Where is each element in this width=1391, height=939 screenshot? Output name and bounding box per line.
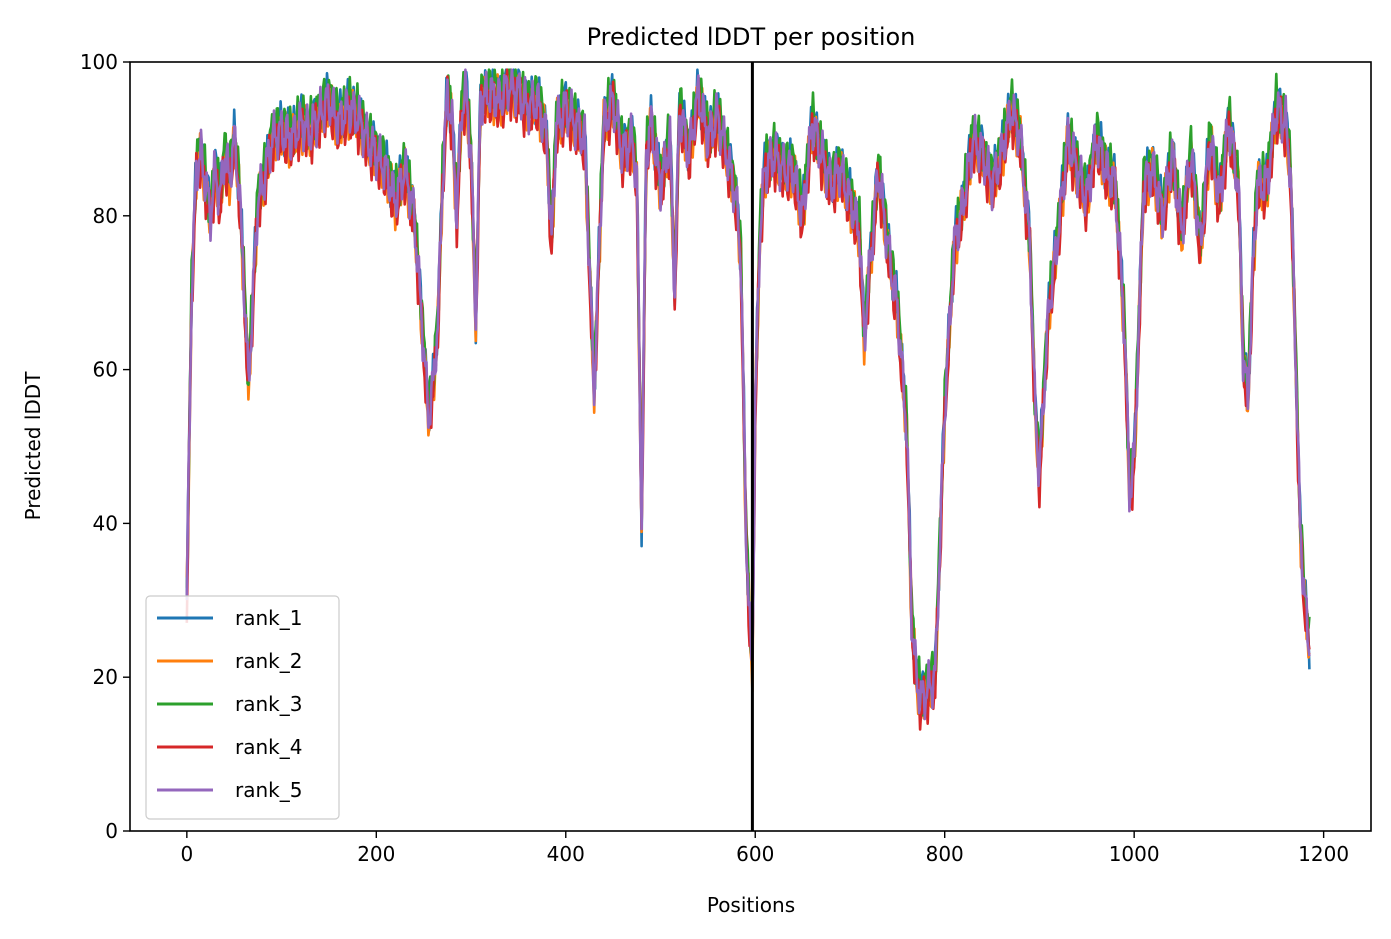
x-axis-title: Positions: [707, 893, 795, 917]
x-axis-ticks: 0 200 400 600 800 1000 1200: [180, 831, 1349, 866]
x-tick-label: 0: [180, 842, 193, 866]
x-tick-label: 200: [357, 842, 395, 866]
y-axis-title: Predicted lDDT: [21, 371, 45, 521]
y-tick-label: 60: [93, 358, 118, 382]
x-tick-label: 600: [736, 842, 774, 866]
series-line-rank_5: [185, 68, 1311, 721]
series-lines: [185, 68, 1311, 731]
y-tick-label: 80: [93, 204, 118, 228]
x-tick-label: 400: [547, 842, 585, 866]
legend-label: rank_2: [235, 649, 302, 673]
legend-label: rank_4: [235, 735, 302, 759]
y-tick-label: 40: [93, 511, 118, 535]
legend: rank_1 rank_2 rank_3 rank_4 rank_5: [145, 595, 340, 820]
y-tick-label: 20: [93, 665, 118, 689]
x-tick-label: 800: [926, 842, 964, 866]
legend-label: rank_1: [235, 606, 302, 630]
legend-box: [145, 595, 340, 820]
plot-frame: [129, 61, 1372, 832]
y-tick-label: 0: [105, 819, 118, 843]
chart-title: Predicted lDDT per position: [587, 23, 916, 51]
legend-label: rank_3: [235, 692, 302, 716]
y-tick-label: 100: [80, 50, 118, 74]
x-tick-label: 1000: [1109, 842, 1160, 866]
x-tick-label: 1200: [1298, 842, 1349, 866]
legend-label: rank_5: [235, 778, 302, 802]
y-axis-ticks: 0 20 40 60 80 100: [80, 50, 130, 843]
